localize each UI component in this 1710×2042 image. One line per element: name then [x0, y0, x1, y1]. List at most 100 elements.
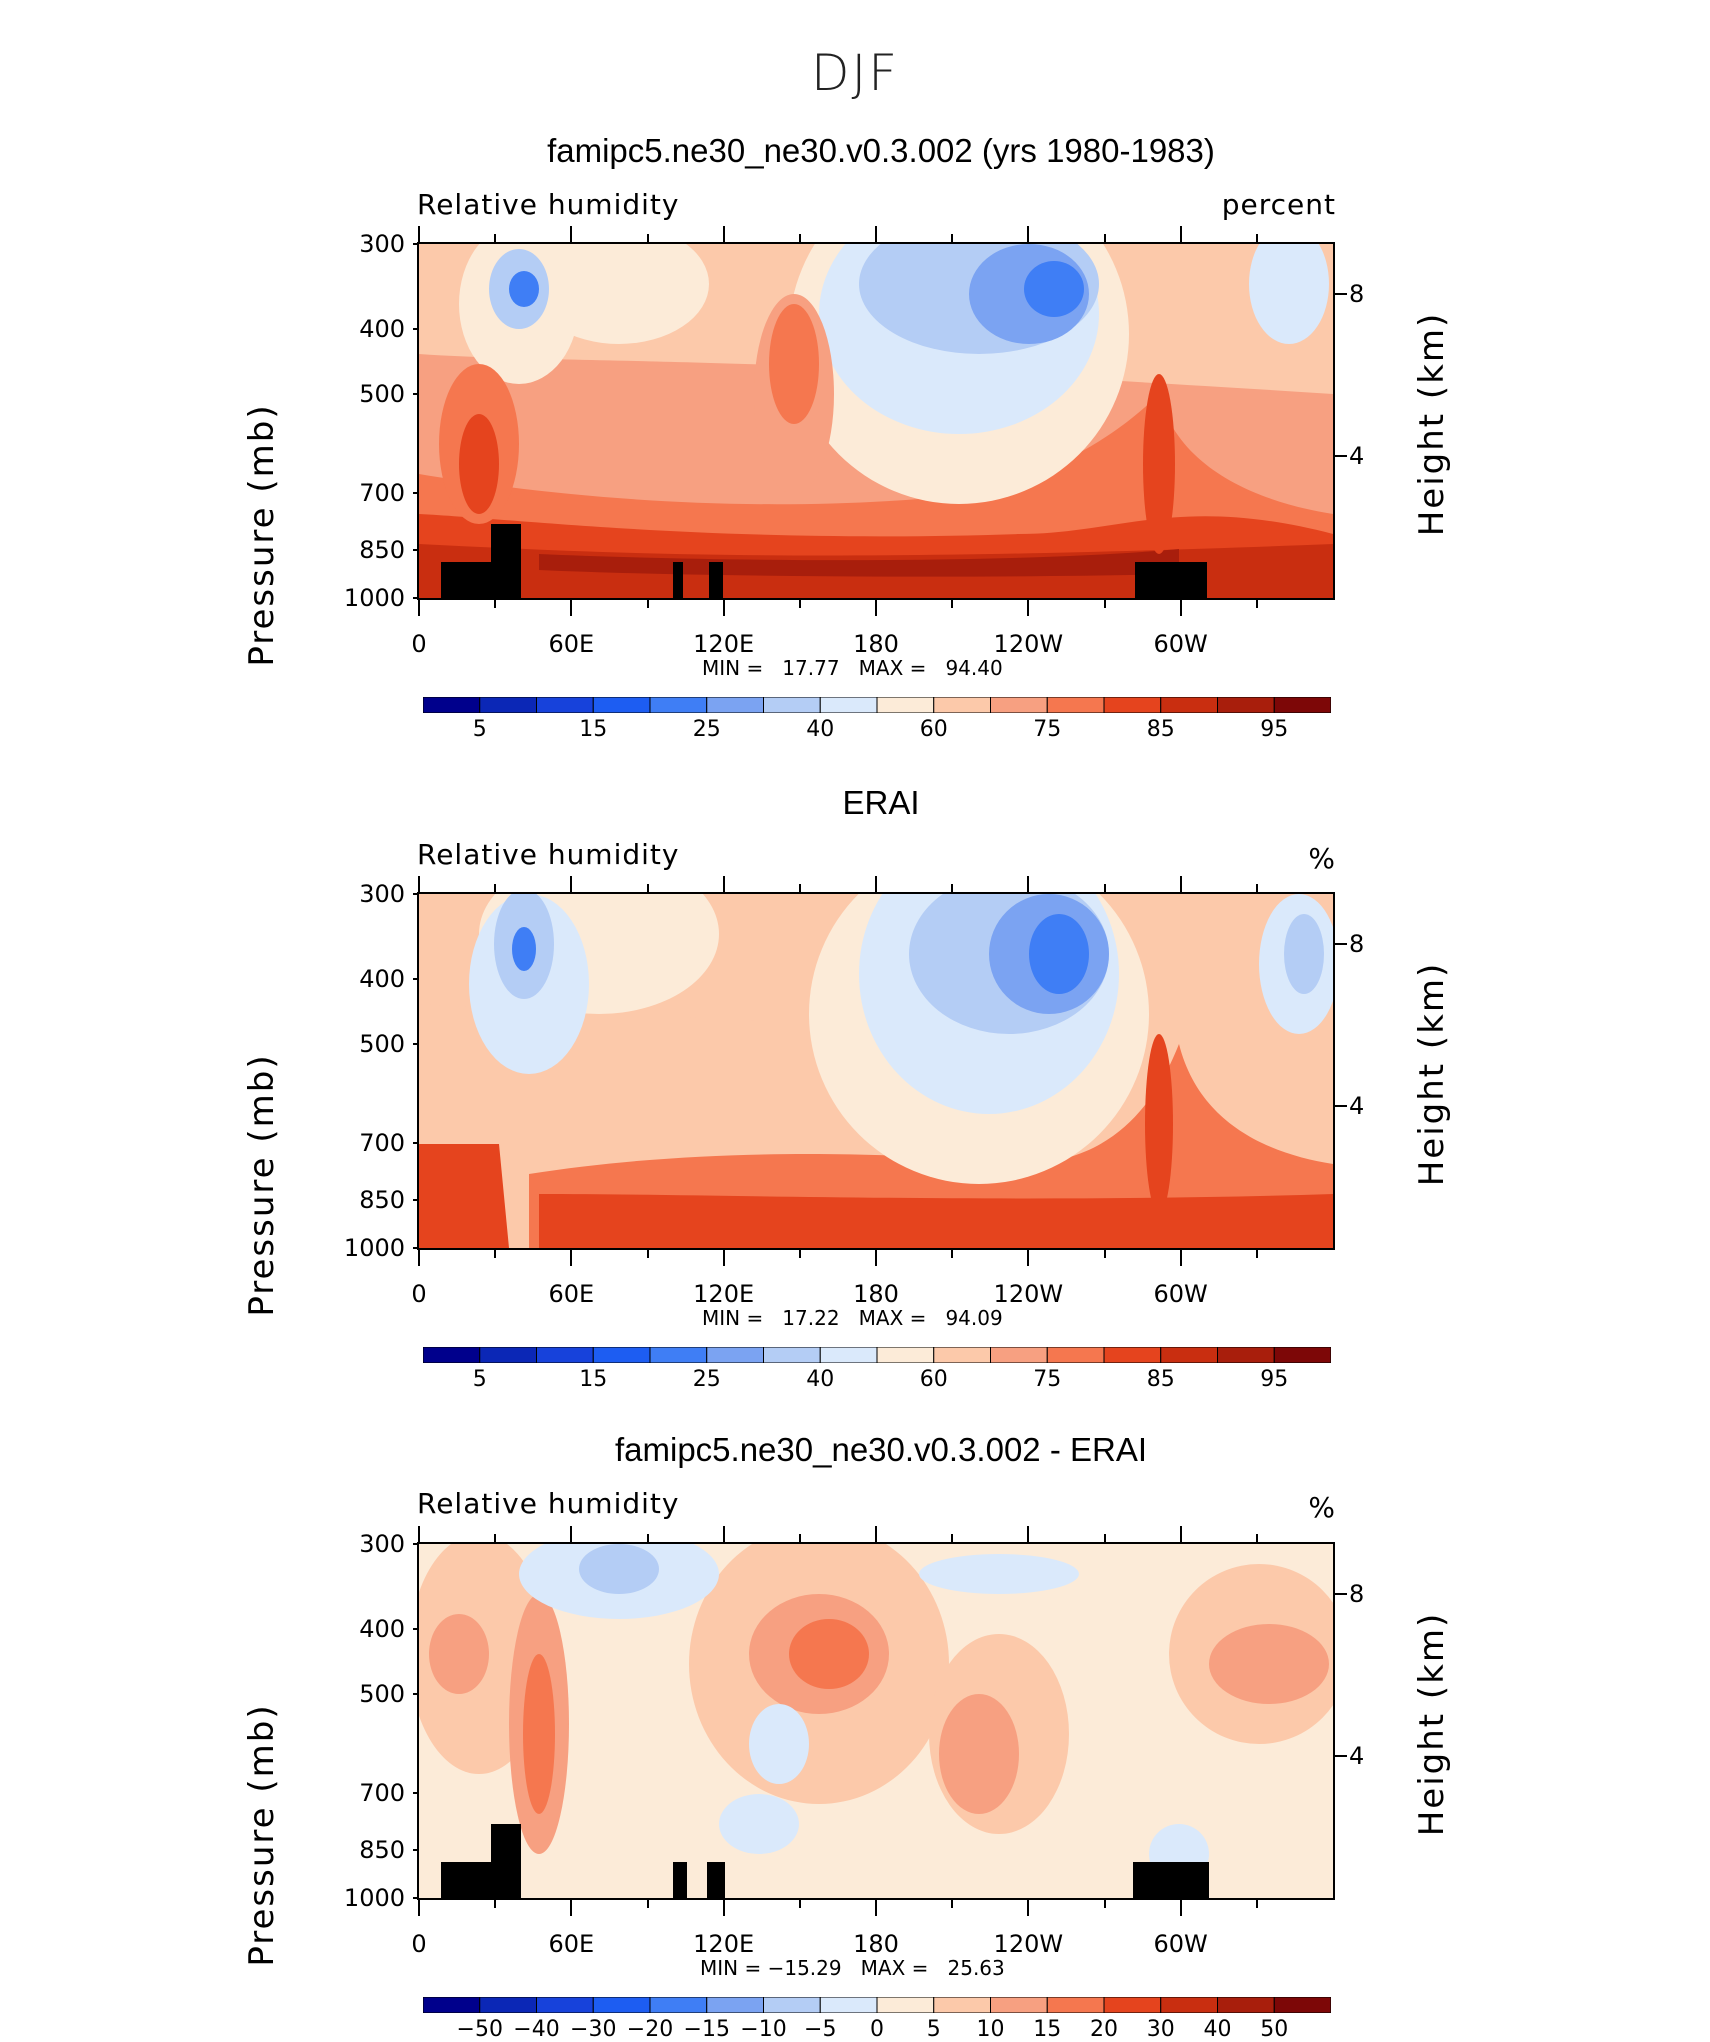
colorbar-swatch [1217, 697, 1275, 713]
panel-1-lon-tick [418, 226, 420, 242]
panel-3-height-tick [1335, 1755, 1347, 1758]
panel-3-lon-minor-tick [494, 1900, 497, 1908]
colorbar-swatch [1160, 1347, 1218, 1363]
panel-1-height-tick [1335, 455, 1347, 458]
colorbar-swatch [423, 697, 481, 713]
contour-fill [719, 1794, 799, 1854]
panel-3-lon-tick [1179, 1900, 1182, 1916]
panel-2-height-tick [1335, 943, 1347, 946]
panel-3-pressure-tick [413, 1792, 419, 1795]
panel-1-pressure-tick [413, 597, 419, 599]
figure-title: DJF [810, 44, 899, 102]
panel-1-min-max: MIN = 17.77 MAX = 94.40 [702, 656, 1003, 680]
panel-1-colorbar-label: 60 [919, 717, 948, 742]
panel-3-lon-minor-tick [1103, 1900, 1106, 1908]
panel-3-y-axis-label: Pressure (mb) [242, 1703, 282, 1967]
panel-2-lon-minor-tick [798, 1250, 801, 1258]
colorbar-swatch [1103, 1347, 1162, 1363]
panel-3-lon-minor-tick [646, 1534, 649, 1542]
panel-1-lon-tick [1179, 600, 1182, 616]
panel-1-lon-tick [1179, 226, 1182, 242]
panel-1-colorbar [423, 697, 1331, 713]
colorbar-swatch [876, 1347, 935, 1363]
panel-3-lon-tick-label: 180 [853, 1930, 899, 1958]
colorbar-swatch [990, 1347, 1048, 1363]
panel-3-lon-tick [1027, 1900, 1030, 1916]
panel-2-lon-minor-tick [646, 884, 649, 892]
panel-2-lon-tick [570, 876, 573, 892]
colorbar-swatch [933, 1997, 991, 2013]
panel-1-y-axis-label: Pressure (mb) [242, 403, 282, 667]
colorbar-swatch [423, 1347, 481, 1363]
colorbar-swatch [763, 1347, 821, 1363]
panel-2-lon-tick [570, 1250, 573, 1266]
panel-3-lon-minor-tick [1255, 1900, 1258, 1908]
panel-3-colorbar [423, 1997, 1331, 2013]
panel-2-lon-minor-tick [494, 1250, 497, 1258]
panel-3-lon-tick [570, 1900, 573, 1916]
panel-1-lon-minor-tick [951, 234, 954, 242]
panel-3-pressure-tick-label: 1000 [343, 1884, 405, 1912]
panel-3-lon-tick-label: 60W [1153, 1930, 1208, 1958]
panel-3-lon-tick [418, 1526, 420, 1542]
panel-1-lon-tick-label: 0 [411, 630, 427, 658]
colorbar-swatch [1046, 1347, 1105, 1363]
panel-1-colorbar-label: 25 [692, 717, 721, 742]
panel-1-lon-tick-label: 60E [548, 630, 595, 658]
panel-3-colorbar-label: −10 [740, 2017, 787, 2042]
panel-1-lon-minor-tick [494, 600, 497, 608]
panel-3-lon-tick [875, 1526, 877, 1542]
panel-3-pressure-tick [413, 1693, 419, 1696]
panel-2-colorbar-label: 15 [579, 1367, 608, 1392]
colorbar-swatch [423, 1997, 481, 2013]
colorbar-swatch [536, 1997, 594, 2013]
panel-3-pressure-tick-label: 850 [359, 1836, 405, 1865]
panel-2-pressure-tick-label: 1000 [343, 1234, 405, 1262]
panel-2-lon-tick [1027, 876, 1030, 892]
contour-fill [512, 927, 536, 971]
colorbar-swatch [819, 697, 878, 713]
panel-2-lon-minor-tick [951, 1250, 954, 1258]
panel-1-lon-tick [418, 600, 420, 616]
colorbar-swatch [1103, 1997, 1162, 2013]
panel-3-lon-tick [875, 1900, 877, 1916]
contour-fill [509, 271, 539, 307]
contour-fill [1284, 914, 1324, 994]
topography-mask [707, 1862, 725, 1898]
panel-3-lon-tick-label: 120E [693, 1930, 755, 1958]
contour-fill [1209, 1624, 1329, 1704]
panel-2-colorbar-label: 40 [806, 1367, 835, 1392]
contour-fill [419, 1144, 509, 1248]
panel-2-lon-tick [875, 876, 877, 892]
contour-fill [523, 1654, 555, 1814]
panel-1-lon-minor-tick [1255, 234, 1258, 242]
panel-3-lon-minor-tick [494, 1534, 497, 1542]
colorbar-swatch [876, 1997, 935, 2013]
panel-2-lon-tick [1179, 876, 1182, 892]
contour-fill [1024, 261, 1084, 317]
panel-2-lon-tick-label: 60W [1153, 1280, 1208, 1308]
panel-2-lon-tick [722, 876, 725, 892]
panel-1-lon-tick [722, 226, 725, 242]
panel-2-lon-tick-label: 60E [548, 1280, 595, 1308]
panel-3-lon-minor-tick [1103, 1534, 1106, 1542]
panel-3-plot-area [417, 1542, 1335, 1900]
topography-mask [491, 524, 521, 598]
panel-3-contour-field [419, 1544, 1333, 1898]
panel-3-lon-tick [1027, 1526, 1030, 1542]
colorbar-swatch [990, 1997, 1048, 2013]
panel-2-pressure-tick-label: 300 [359, 880, 405, 908]
colorbar-swatch [1273, 1347, 1331, 1363]
panel-1-colorbar-label: 5 [472, 717, 487, 742]
panel-3-lon-tick [418, 1900, 420, 1916]
panel-2-plot-area [417, 892, 1335, 1250]
panel-2-lon-minor-tick [951, 884, 954, 892]
panel-2-height-tick [1335, 1105, 1347, 1108]
colorbar-swatch [819, 1347, 878, 1363]
panel-2-pressure-tick [413, 1043, 419, 1046]
panel-1-lon-tick [1027, 600, 1030, 616]
panel-2-pressure-tick [413, 1142, 419, 1145]
panel-2-lon-minor-tick [1103, 884, 1106, 892]
colorbar-swatch [649, 697, 708, 713]
panel-2-height-tick-label: 4 [1349, 1092, 1365, 1121]
